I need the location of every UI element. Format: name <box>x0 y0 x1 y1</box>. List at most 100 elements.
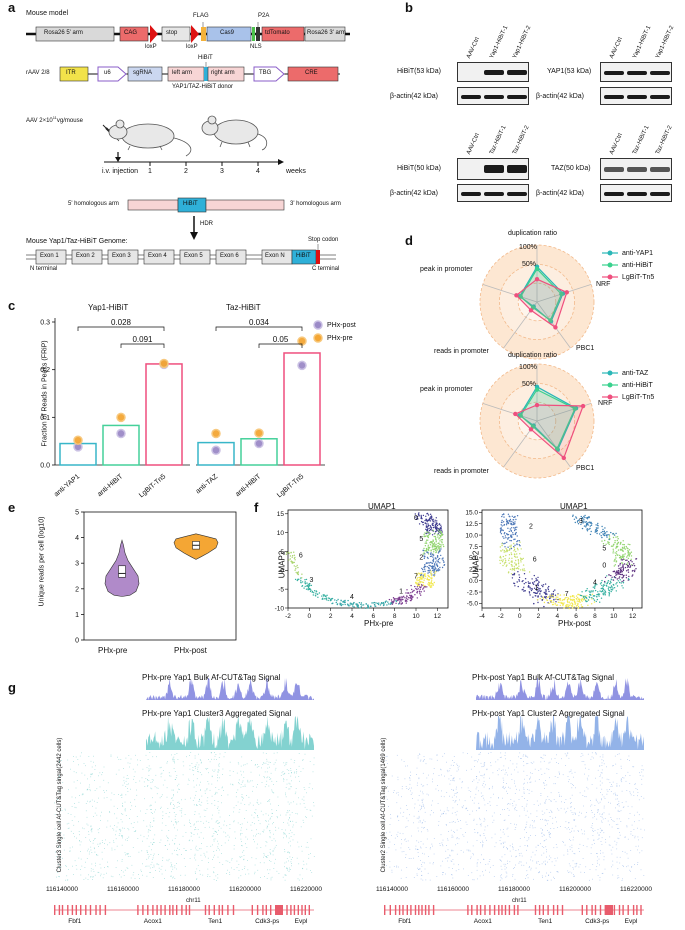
blot-hibit50 <box>457 158 529 180</box>
tdtomato-box <box>261 26 305 42</box>
umap-right-cluster-label: 2 <box>529 523 533 530</box>
radar-point <box>534 387 540 392</box>
gene-exon <box>432 905 435 915</box>
violin-box <box>118 565 126 578</box>
right-arm-box <box>207 66 245 82</box>
radar-bot-legend-3: LgBiT-Tn5 <box>622 394 655 401</box>
legend-post-marker <box>313 320 323 330</box>
x-tick-label: 2 <box>329 613 333 620</box>
panel-label-e: e <box>8 500 16 515</box>
gene-exon <box>471 905 473 915</box>
g-left-gene-label: Ten1 <box>208 918 222 925</box>
umap-left-cluster-label: 1 <box>399 589 403 596</box>
gene-exon <box>95 905 97 915</box>
exon1-label: Exon 1 <box>40 253 59 259</box>
tdtomato-label: tdTomato <box>265 30 290 36</box>
x-tick-label: 10 <box>412 613 420 620</box>
radar-legend-marker <box>607 370 613 376</box>
g-single-cell-right <box>384 752 645 881</box>
x-tick-label: 0 <box>518 613 522 620</box>
gene-exon <box>594 905 597 915</box>
radar-point <box>528 308 534 313</box>
injection-label: i.v. injection <box>102 168 139 175</box>
gene-exon <box>513 905 516 915</box>
frip-point <box>211 445 221 455</box>
gene-exon <box>156 905 158 915</box>
bracket-taz-top <box>215 326 303 331</box>
exon2-label: Exon 2 <box>76 253 95 259</box>
tbg-label: TBG <box>259 70 272 76</box>
umap-right-cluster-1 <box>511 571 559 608</box>
radar-bot-pbc1: PBC1 <box>576 465 595 472</box>
radar-legend-marker <box>607 394 613 400</box>
radar-point <box>572 406 578 411</box>
radar-top-pip: peak in promoter <box>420 266 473 273</box>
mouse-icon-2 <box>201 115 268 151</box>
gene-exon <box>99 905 101 915</box>
umap-right-cluster-label: 6 <box>533 556 537 563</box>
radar-point <box>528 427 534 432</box>
radar-top-legend-3: LgBiT-Tn5 <box>622 274 655 281</box>
radar-series <box>515 278 568 329</box>
radar-top-legend-1: anti-YAP1 <box>622 250 653 257</box>
radar-point <box>553 325 558 330</box>
blot-hibit53 <box>457 62 529 82</box>
x-tick-label: 4 <box>350 613 354 620</box>
frip-point <box>254 438 264 449</box>
g-right-chrom: chr11 <box>512 898 527 904</box>
g-right-gene-label: Cdk3-ps <box>585 918 610 925</box>
radar-top-title: duplication ratio <box>508 230 558 237</box>
blot-label-hibit53: HiBiT(53 kDa) <box>397 68 441 75</box>
radar-point <box>534 402 540 408</box>
umap-right-cluster-3 <box>572 514 617 541</box>
y-tick-label: 5 <box>75 510 79 517</box>
g-bulk-left-title: PHx-pre Yap1 Bulk Af-CUT&Tag Signal <box>142 673 281 682</box>
umap-left-cluster-label: 3 <box>310 577 314 584</box>
panel-label-d: d <box>405 233 413 248</box>
cag-label: CAG <box>124 30 138 36</box>
gene-exon <box>542 905 544 915</box>
gene-exon <box>384 905 386 915</box>
x-tick-label: 2 <box>537 613 541 620</box>
cas9-label: Cas9 <box>220 30 235 36</box>
u6-label: u6 <box>104 70 111 76</box>
umap-left-cluster-1 <box>388 583 428 605</box>
g-left-coord-label: 116160000 <box>107 886 139 893</box>
radar-legend-marker <box>607 382 613 388</box>
gene-exon <box>498 905 500 915</box>
loxp2-label: loxP <box>186 44 198 50</box>
y-tick-label: 3 <box>75 561 79 568</box>
blot-label-taz50: TAZ(50 kDa) <box>551 165 591 172</box>
mouse-model-label: Mouse model <box>26 10 69 17</box>
gene-exon <box>410 905 412 915</box>
g-right-gene-label: Acox1 <box>474 918 492 925</box>
x-tick-label: 8 <box>593 613 597 620</box>
u6-arrow <box>97 66 127 82</box>
gene-exon <box>414 905 417 915</box>
gene-exon <box>591 905 593 915</box>
blot-yap53 <box>600 62 672 82</box>
gene-exon <box>613 905 616 915</box>
violin-frame <box>83 511 237 641</box>
blot-actin1 <box>457 87 529 105</box>
cre-box <box>287 66 339 82</box>
blot-actin4 <box>600 184 672 202</box>
g-left-coord-label: 116140000 <box>46 886 78 893</box>
right-arm-label: right arm <box>211 70 235 76</box>
y-tick-label: 1 <box>75 612 79 619</box>
gene-exon <box>508 905 511 915</box>
raav-label: rAAV 2/8 <box>26 70 50 76</box>
frip-point <box>211 428 221 439</box>
umap-right-cluster-label: 4 <box>593 580 597 587</box>
umap-right-cluster-label: 1 <box>535 585 539 592</box>
blot-label-hibit50: HiBiT(50 kDa) <box>397 165 441 172</box>
y-tick-label: 0.0 <box>469 578 478 585</box>
umap-left-cluster-5 <box>422 529 445 555</box>
bracket-taz-bot <box>258 343 303 348</box>
radar-bot-nrf: NRF <box>598 400 613 407</box>
frip-point <box>73 435 83 445</box>
loxp1-label: loxP <box>145 44 157 50</box>
gene-exon <box>632 905 635 915</box>
g-left-coord-label: 116180000 <box>168 886 200 893</box>
